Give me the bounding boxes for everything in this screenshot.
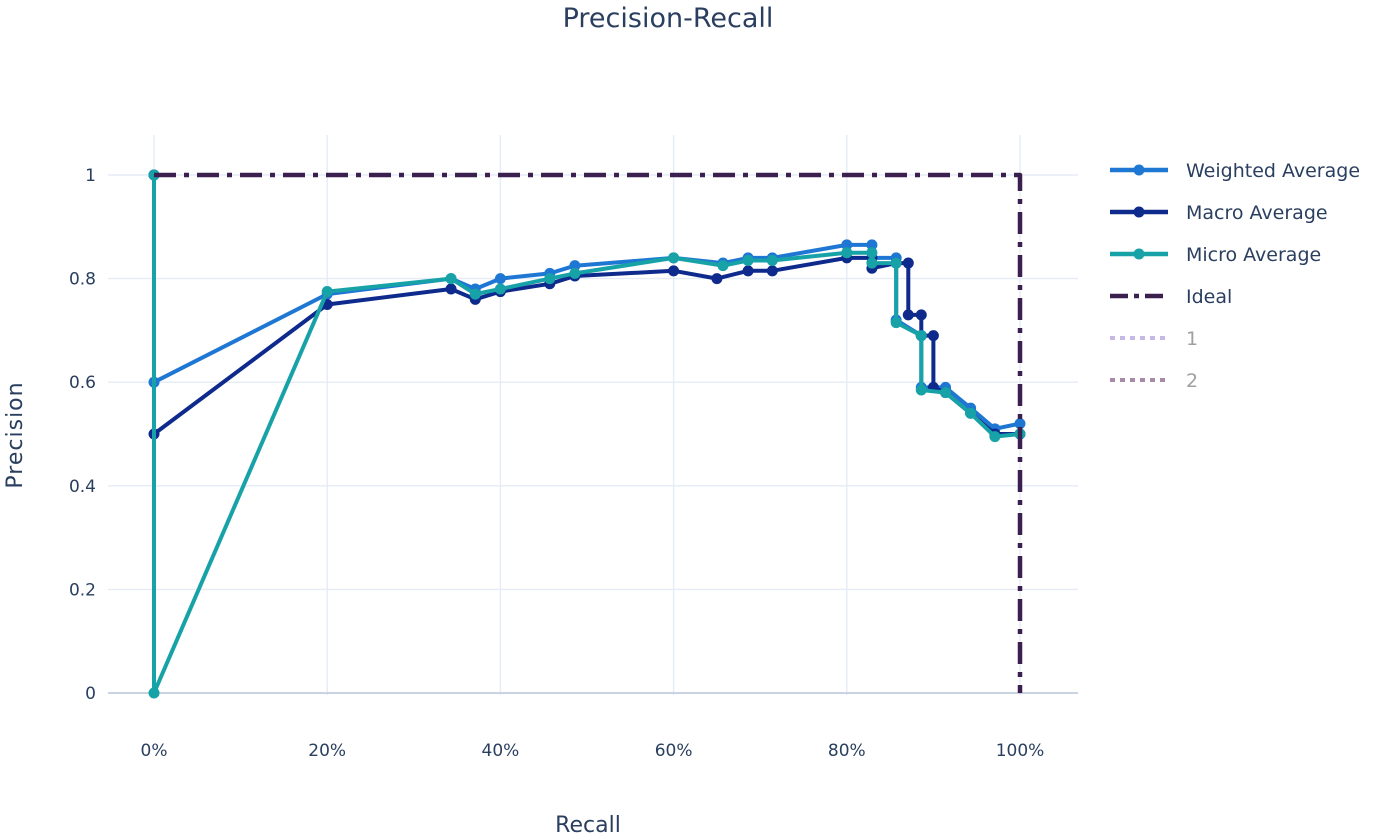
legend-marker [1133, 164, 1145, 176]
micro-average-point [321, 286, 333, 298]
legend-item-weighted-average[interactable]: Weighted Average [1110, 160, 1360, 182]
macro-average-point [915, 309, 927, 321]
legend: Weighted Average Macro Average Micro Avera… [1110, 160, 1360, 392]
weighted-average-point [866, 239, 878, 251]
micro-average-point [866, 257, 878, 269]
legend-label: Micro Average [1186, 244, 1321, 266]
weighted-average-point [841, 239, 853, 251]
x-axis-title: Recall [555, 813, 621, 838]
micro-average-point [940, 387, 952, 399]
micro-average-point [148, 687, 160, 699]
micro-average-point [445, 273, 457, 285]
y-tick-label: 0 [85, 684, 96, 704]
legend-item-micro-average[interactable]: Micro Average [1110, 244, 1321, 266]
micro-average-point [890, 317, 902, 329]
micro-average-point [890, 257, 902, 269]
micro-average-point [915, 384, 927, 396]
macro-average-point [902, 309, 914, 321]
micro-average-point [841, 247, 853, 259]
micro-average-point [469, 288, 481, 300]
x-tick-label: 0% [141, 741, 168, 761]
series-weighted-average [148, 169, 1026, 435]
y-tick-label: 0.6 [69, 373, 96, 393]
micro-average-point [668, 252, 680, 264]
macro-average-point [742, 265, 754, 277]
x-tick-label: 60% [655, 741, 693, 761]
micro-average-point [965, 407, 977, 419]
y-tick-label: 0.2 [69, 580, 96, 600]
weighted-average-point [494, 273, 506, 285]
y-axis-title: Precision [3, 381, 28, 488]
micro-average-point [742, 254, 754, 266]
series-micro-average [148, 169, 1026, 699]
y-tick-label: 0.4 [69, 477, 96, 497]
legend-item-macro-average[interactable]: Macro Average [1110, 202, 1328, 224]
legend-item-ideal[interactable]: Ideal [1110, 286, 1232, 308]
micro-average-point [915, 330, 927, 342]
micro-average-point [717, 260, 729, 272]
y-axis-ticks: 0 0.2 0.4 0.6 0.8 1 [69, 166, 96, 704]
legend-item-1[interactable]: 1 [1110, 328, 1198, 350]
x-axis-ticks: 0% 20% 40% 60% 80% 100% [141, 741, 1045, 761]
micro-average-point [866, 247, 878, 259]
weighted-average-point [569, 260, 581, 272]
legend-marker [1133, 248, 1145, 260]
micro-average-point [494, 283, 506, 295]
legend-label: Ideal [1186, 286, 1232, 308]
x-tick-label: 20% [308, 741, 346, 761]
chart-title: Precision-Recall [563, 3, 774, 34]
weighted-average-point [1014, 418, 1026, 430]
series-ideal [154, 172, 1023, 693]
ideal-line [154, 172, 1023, 693]
legend-label: Weighted Average [1186, 160, 1360, 182]
legend-label: Macro Average [1186, 202, 1328, 224]
macro-average-point [902, 257, 914, 269]
micro-average-point [989, 431, 1001, 443]
y-tick-label: 0.8 [69, 270, 96, 290]
legend-label: 1 [1186, 328, 1198, 350]
micro-average-line [152, 175, 1021, 695]
macro-average-point [445, 283, 457, 295]
x-tick-label: 40% [482, 741, 520, 761]
micro-average-point [569, 267, 581, 279]
macro-average-point [711, 273, 723, 285]
y-tick-label: 1 [85, 166, 96, 186]
x-tick-label: 100% [996, 741, 1045, 761]
micro-average-point [544, 273, 556, 285]
micro-average-point [766, 254, 778, 266]
macro-average-point [668, 265, 680, 277]
legend-label: 2 [1186, 370, 1198, 392]
legend-marker [1133, 206, 1145, 218]
grid [108, 135, 1078, 695]
macro-average-point [766, 265, 778, 277]
legend-item-2[interactable]: 2 [1110, 370, 1198, 392]
x-tick-label: 80% [828, 741, 866, 761]
macro-average-point [927, 330, 939, 342]
plot-area [148, 169, 1026, 699]
